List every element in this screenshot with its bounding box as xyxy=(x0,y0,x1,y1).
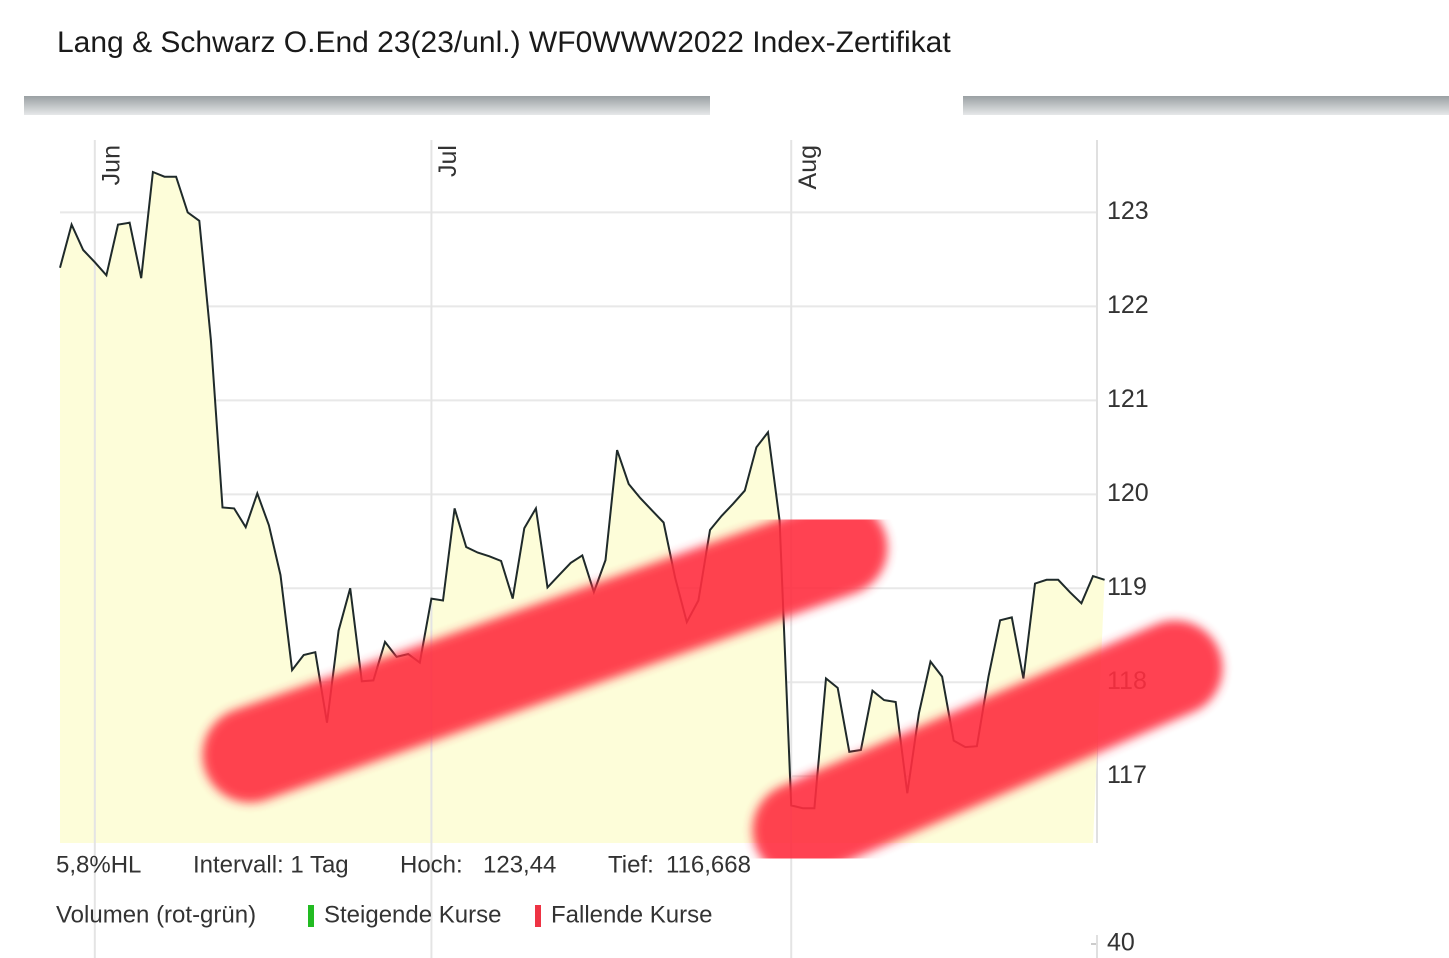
volume-tick-label: 40 xyxy=(1107,929,1135,957)
legend-swatch xyxy=(535,905,541,927)
highlighter xyxy=(202,500,1223,878)
volume-title: Volumen (rot-grün) xyxy=(56,901,256,928)
y-tick-label: 120 xyxy=(1107,479,1149,507)
stat: 123,44 xyxy=(483,851,556,878)
stat: 116,668 xyxy=(666,851,751,878)
stat: 5,8%HL xyxy=(56,851,141,878)
y-tick-label: 122 xyxy=(1107,291,1149,319)
page-title: Lang & Schwarz O.End 23(23/unl.) WF0WWW2… xyxy=(57,26,951,59)
x-tick-label: Aug xyxy=(794,145,822,189)
y-tick-label: 117 xyxy=(1107,761,1147,789)
y-tick-label: 119 xyxy=(1107,573,1147,601)
x-tick-label: Jun xyxy=(97,145,125,185)
legend-swatch xyxy=(308,905,314,927)
stat: Intervall: 1 Tag xyxy=(193,851,349,878)
header-bar xyxy=(24,96,710,115)
stat: Tief: xyxy=(608,851,654,878)
y-tick-label: 123 xyxy=(1107,197,1149,225)
stat: Hoch: xyxy=(400,851,463,878)
header xyxy=(0,0,1449,96)
legend-label: Fallende Kurse xyxy=(551,901,712,928)
legend-label: Steigende Kurse xyxy=(324,901,501,928)
y-tick-label: 121 xyxy=(1107,385,1149,413)
header-bar xyxy=(963,96,1449,115)
line xyxy=(59,170,1105,810)
x-tick-label: Jul xyxy=(434,145,462,177)
